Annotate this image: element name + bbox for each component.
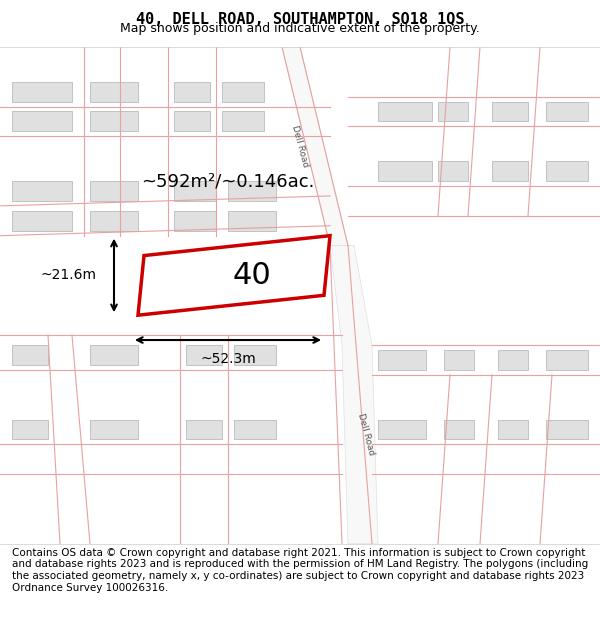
Text: Dell Road: Dell Road [290, 124, 310, 168]
Bar [438, 161, 468, 181]
Bar [174, 211, 216, 231]
Bar [546, 101, 588, 121]
Bar [498, 419, 528, 439]
Text: Dell Road: Dell Road [356, 412, 376, 456]
Bar [90, 419, 138, 439]
Bar [90, 82, 138, 101]
Bar [186, 345, 222, 365]
Bar [378, 350, 426, 370]
Bar [228, 181, 276, 201]
Bar [12, 211, 72, 231]
Bar [12, 419, 48, 439]
Bar [234, 345, 276, 365]
Bar [174, 111, 210, 131]
Bar [546, 161, 588, 181]
Bar [378, 101, 432, 121]
Bar [378, 419, 426, 439]
Bar [12, 345, 48, 365]
Text: 40, DELL ROAD, SOUTHAMPTON, SO18 1QS: 40, DELL ROAD, SOUTHAMPTON, SO18 1QS [136, 12, 464, 27]
Bar [90, 211, 138, 231]
Bar [378, 161, 432, 181]
Bar [228, 211, 276, 231]
Text: Map shows position and indicative extent of the property.: Map shows position and indicative extent… [120, 22, 480, 35]
Bar [12, 111, 72, 131]
Polygon shape [138, 236, 330, 315]
Bar [90, 111, 138, 131]
Bar [492, 161, 528, 181]
Bar [12, 82, 72, 101]
Bar [234, 419, 276, 439]
Bar [444, 350, 474, 370]
Bar [174, 82, 210, 101]
Text: ~52.3m: ~52.3m [200, 352, 256, 366]
Polygon shape [282, 47, 348, 246]
Bar [174, 181, 216, 201]
Text: ~592m²/~0.146ac.: ~592m²/~0.146ac. [142, 172, 314, 190]
Bar [546, 419, 588, 439]
Bar [438, 101, 468, 121]
Bar [492, 101, 528, 121]
Bar [222, 111, 264, 131]
Text: ~21.6m: ~21.6m [40, 269, 96, 282]
Bar [498, 350, 528, 370]
Text: Contains OS data © Crown copyright and database right 2021. This information is : Contains OS data © Crown copyright and d… [12, 548, 588, 592]
Bar [90, 345, 138, 365]
Bar [444, 419, 474, 439]
Bar [90, 181, 138, 201]
Bar [222, 82, 264, 101]
Bar [12, 181, 72, 201]
Text: 40: 40 [233, 261, 271, 290]
Bar [546, 350, 588, 370]
Polygon shape [330, 246, 378, 544]
Bar [186, 419, 222, 439]
